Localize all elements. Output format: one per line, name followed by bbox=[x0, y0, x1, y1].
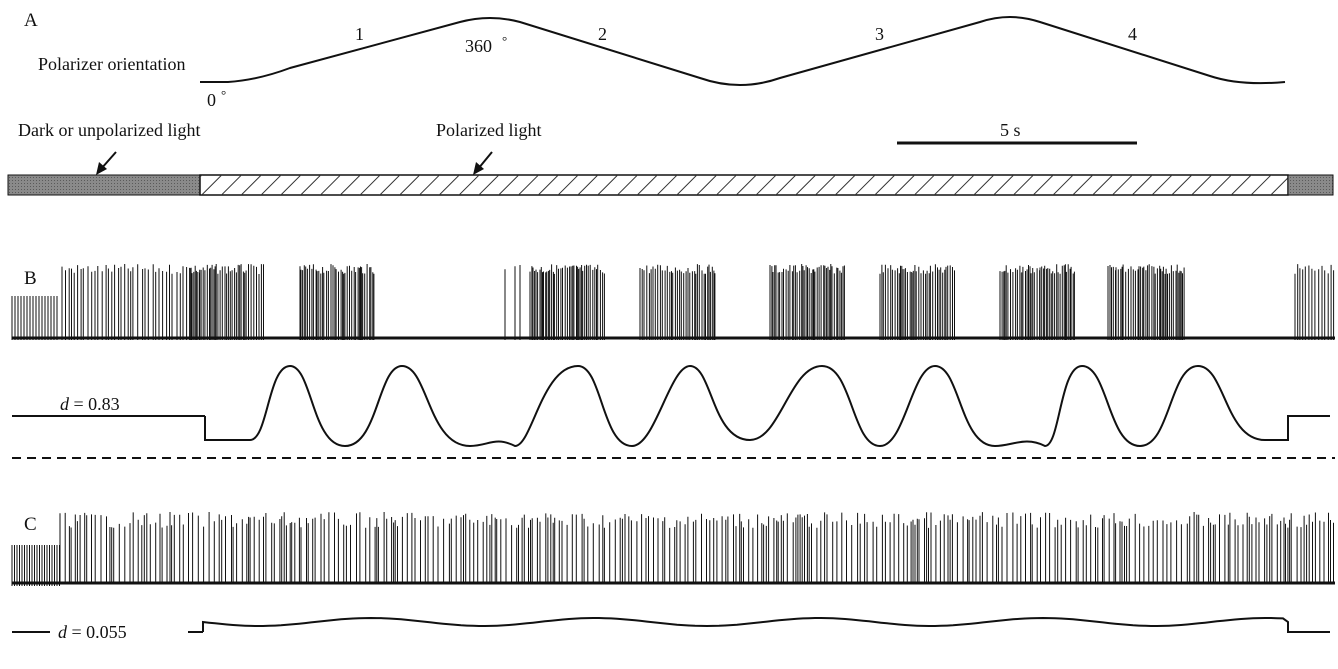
panel-c-d-value: d = 0.055 bbox=[58, 622, 127, 642]
segment-3-label: 3 bbox=[875, 24, 884, 44]
svg-text:0: 0 bbox=[207, 90, 216, 110]
segment-4-label: 4 bbox=[1128, 24, 1137, 44]
polarized-light-label: Polarized light bbox=[436, 120, 541, 140]
panel-b-label: B bbox=[24, 268, 37, 289]
dark-segment-end bbox=[1287, 174, 1334, 196]
panel-c-label: C bbox=[24, 514, 37, 535]
svg-text:360: 360 bbox=[465, 36, 492, 56]
dark-arrow-icon bbox=[96, 151, 117, 175]
panel-b-d-value: d = 0.83 bbox=[60, 394, 120, 414]
polarizer-orientation-trace bbox=[200, 16, 1286, 86]
dark-segment-start bbox=[7, 174, 201, 196]
panel-b: B d = 0.83 bbox=[11, 264, 1335, 459]
polarizer-orientation-label: Polarizer orientation bbox=[38, 54, 185, 74]
svg-text:d = 0.83: d = 0.83 bbox=[60, 394, 120, 414]
panel-c: C d = 0.055 bbox=[11, 512, 1335, 642]
panel-b-spike-train bbox=[11, 264, 1335, 340]
panel-b-spikes bbox=[61, 264, 1335, 340]
panel-b-fit-curve bbox=[204, 364, 1330, 448]
svg-text:°: ° bbox=[221, 87, 226, 102]
panel-c-spikes bbox=[59, 512, 1334, 584]
angle-start-label: 0 ° bbox=[207, 87, 226, 110]
panel-a-label: A bbox=[24, 10, 38, 31]
panel-c-spikes-start bbox=[11, 545, 60, 586]
panel-c-fit-curve bbox=[202, 616, 1330, 633]
svg-text:d = 0.055: d = 0.055 bbox=[58, 622, 127, 642]
angle-peak-label: 360 ° bbox=[465, 33, 507, 56]
panel-a: A Polarizer orientation 0 ° 360 ° 1 2 3 … bbox=[7, 10, 1334, 196]
svg-text:°: ° bbox=[502, 33, 507, 48]
panel-c-spike-train bbox=[11, 512, 1335, 586]
polarized-arrow-icon bbox=[473, 151, 493, 175]
panel-b-spikes-start bbox=[11, 296, 58, 340]
segment-1-label: 1 bbox=[355, 24, 364, 44]
dark-light-label: Dark or unpolarized light bbox=[18, 120, 200, 140]
segment-2-label: 2 bbox=[598, 24, 607, 44]
scale-bar-label: 5 s bbox=[1000, 120, 1021, 140]
stimulus-bar bbox=[7, 174, 1334, 196]
